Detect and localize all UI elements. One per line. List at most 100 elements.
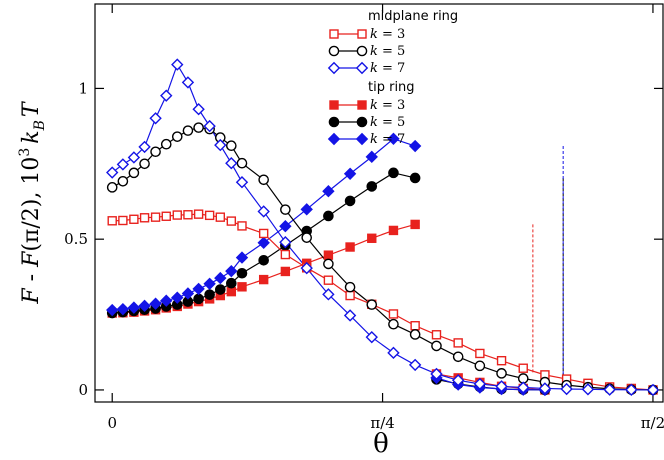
data-point — [388, 225, 399, 236]
data-point — [235, 251, 249, 264]
y-tick-label: 0 — [78, 381, 88, 399]
legend-k-value: = 7 — [378, 132, 405, 147]
data-point — [160, 294, 173, 307]
data-point — [237, 282, 247, 292]
data-point — [388, 167, 399, 179]
data-point — [323, 210, 334, 222]
data-point — [280, 249, 291, 260]
data-point — [409, 329, 421, 340]
data-point — [226, 216, 237, 226]
data-point — [258, 254, 269, 266]
data-point — [387, 132, 400, 145]
data-point — [280, 266, 291, 277]
legend-marker — [355, 132, 369, 146]
data-point — [367, 233, 377, 243]
legend-entry-label: k = 3 — [370, 27, 405, 42]
data-point — [387, 346, 400, 360]
data-point — [646, 383, 660, 397]
data-point — [149, 297, 162, 310]
data-point — [181, 287, 195, 300]
data-point — [138, 299, 151, 313]
data-point — [171, 58, 184, 71]
data-point — [365, 150, 378, 164]
data-point — [160, 138, 172, 150]
legend-k-value: = 7 — [378, 61, 405, 76]
data-point — [118, 215, 128, 226]
series-line — [111, 127, 654, 391]
legend-marker — [327, 61, 341, 75]
data-point — [451, 374, 465, 387]
y-tick-label: 0.5 — [64, 230, 88, 248]
data-point — [214, 138, 227, 152]
data-point — [410, 321, 420, 331]
data-point — [203, 277, 216, 290]
data-point — [343, 309, 357, 322]
data-point — [258, 174, 269, 186]
legend-marker — [356, 45, 368, 57]
legend-marker — [357, 29, 367, 39]
data-point — [581, 383, 595, 396]
legend-marker — [329, 29, 339, 39]
data-point — [257, 236, 270, 249]
data-point — [323, 275, 334, 285]
data-point — [301, 232, 313, 243]
data-point — [258, 274, 269, 285]
data-point — [160, 89, 173, 102]
legend-group-title: tip ring — [368, 80, 415, 95]
x-tick-label: π/4 — [370, 414, 394, 432]
data-point — [127, 301, 141, 314]
legend-entry-label: k = 7 — [370, 61, 405, 76]
data-point — [474, 360, 486, 372]
legend-k-symbol: k — [370, 61, 378, 76]
data-point — [193, 122, 204, 133]
data-point — [344, 281, 356, 293]
series-line — [112, 213, 654, 391]
data-point — [258, 228, 269, 239]
legend-marker — [356, 116, 368, 128]
data-point — [226, 277, 237, 289]
data-point — [193, 209, 204, 219]
data-point — [410, 219, 420, 230]
data-point — [117, 175, 129, 187]
data-point — [322, 185, 335, 198]
data-point — [518, 363, 528, 373]
legend-k-symbol: k — [370, 98, 378, 113]
data-point — [517, 381, 530, 394]
legend-k-value: = 3 — [378, 98, 405, 113]
y-label-part-sub: B — [32, 120, 48, 131]
data-point — [366, 299, 378, 310]
legend-group-title: midplane ring — [368, 9, 458, 24]
data-point — [106, 303, 119, 317]
data-point — [560, 382, 573, 396]
data-point — [193, 293, 204, 305]
data-point — [300, 261, 313, 275]
data-point — [150, 146, 161, 158]
data-point — [127, 151, 141, 164]
legend-marker — [327, 132, 341, 146]
data-point — [116, 302, 130, 316]
legend-k-symbol: k — [370, 44, 378, 59]
plot-frame — [94, 3, 664, 403]
data-point — [172, 210, 182, 220]
data-point — [236, 267, 248, 279]
data-point — [408, 139, 422, 153]
data-point — [430, 367, 443, 381]
data-point — [116, 158, 130, 171]
data-point — [192, 103, 205, 116]
data-point — [226, 286, 237, 297]
y-axis-label: F - F(π/2), 103kBT — [17, 100, 48, 305]
data-point — [257, 205, 270, 218]
series-lines — [111, 63, 654, 391]
data-point — [408, 358, 422, 372]
legend-entry-label: k = 3 — [370, 98, 405, 113]
data-point — [625, 383, 638, 396]
legend-entry-label: k = 5 — [370, 44, 405, 59]
data-point — [215, 284, 226, 295]
data-point — [452, 351, 464, 363]
x-axis-label: θ — [373, 429, 389, 459]
data-point — [204, 289, 215, 300]
data-point — [214, 271, 227, 285]
data-point — [171, 291, 184, 304]
y-tick-label: 1 — [78, 79, 88, 97]
